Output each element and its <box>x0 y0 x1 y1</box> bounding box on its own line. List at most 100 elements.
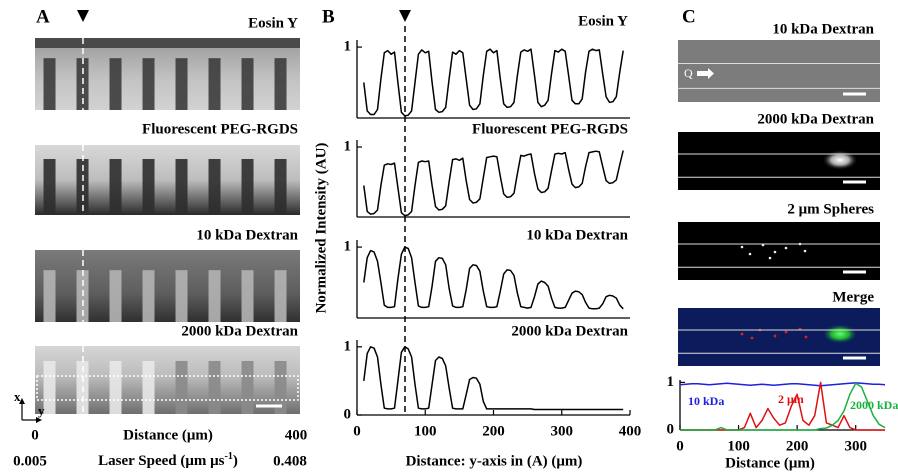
image-title: 10 kDa Dextran <box>196 227 298 243</box>
series-label: 2 μm <box>778 392 804 406</box>
image-title: 2000 kDa Dextran <box>181 323 298 339</box>
x-axis-label: Distance (μm) <box>725 455 815 471</box>
image-title: 2000 kDa Dextran <box>757 111 874 127</box>
speed-end: 0.408 <box>273 453 307 469</box>
image-title: Fluorescent PEG-RGDS <box>142 121 298 137</box>
panel-label: A <box>36 6 50 27</box>
sphere <box>773 334 777 338</box>
flow-label: Q <box>684 66 693 80</box>
channel <box>175 159 188 215</box>
x-axis-label: Distance: y-axis in (A) (μm) <box>406 453 583 469</box>
flow-arrow <box>697 68 714 79</box>
position-marker <box>77 10 89 22</box>
y-tick-label: 1 <box>344 338 352 354</box>
x-tick-label: 300 <box>844 438 867 454</box>
micrograph <box>35 250 300 322</box>
axis-letter: x <box>14 389 21 404</box>
panel-a-images <box>35 38 300 414</box>
sphere <box>784 330 788 334</box>
y-tick-label: 0 <box>344 406 352 422</box>
channel <box>142 360 155 414</box>
fluorescence <box>822 324 858 344</box>
position-marker <box>399 10 411 22</box>
sphere <box>740 332 744 336</box>
y-tick-label: 0 <box>667 421 675 437</box>
micrograph <box>35 38 300 110</box>
channel <box>43 270 56 322</box>
channel <box>208 58 221 110</box>
sphere <box>803 249 807 253</box>
fluorescence <box>822 150 858 170</box>
image-title: Eosin Y <box>248 15 298 31</box>
x-tick-label: 100 <box>727 438 750 454</box>
channel <box>43 159 56 215</box>
image-title: 10 kDa Dextran <box>772 21 874 37</box>
y-tick-label: 1 <box>667 374 675 390</box>
trace <box>363 346 624 411</box>
channel <box>43 58 56 110</box>
channel <box>109 159 122 215</box>
channel <box>208 360 221 414</box>
channel <box>241 58 254 110</box>
roi-box <box>36 375 299 401</box>
axis-letter: y <box>38 403 45 418</box>
distance-label: Distance (μm) <box>123 427 213 443</box>
micrograph-band <box>35 38 300 48</box>
speed-label-text: Laser Speed (μm μs <box>98 453 224 469</box>
chart-title: Eosin Y <box>578 13 628 29</box>
x-tick-label: 100 <box>414 423 437 439</box>
channel <box>109 58 122 110</box>
panel-label: B <box>322 6 335 27</box>
channel <box>208 159 221 215</box>
micrograph <box>678 40 880 102</box>
x-tick-label: 200 <box>786 438 809 454</box>
channel <box>274 270 287 322</box>
y-tick-label: 1 <box>344 39 352 55</box>
sphere <box>750 336 754 340</box>
speed-start: 0.005 <box>13 453 47 469</box>
speed-label-superscript: -1 <box>224 451 232 462</box>
channel <box>241 159 254 215</box>
channel <box>241 270 254 322</box>
y-tick-label: 1 <box>344 239 352 255</box>
series-label: 10 kDa <box>688 394 724 408</box>
y-tick-label: 1 <box>344 138 352 154</box>
x-tick-label: 0 <box>676 438 684 454</box>
image-title: Merge <box>832 289 874 305</box>
channel <box>76 270 89 322</box>
trace <box>363 246 624 310</box>
channel <box>76 58 89 110</box>
x-tick-label: 300 <box>551 423 574 439</box>
x-tick-label: 0 <box>353 423 361 439</box>
micrograph <box>678 222 880 280</box>
sphere <box>784 246 788 250</box>
trace <box>363 48 624 117</box>
sphere <box>748 252 752 256</box>
channel <box>274 58 287 110</box>
channel <box>43 360 56 414</box>
series-label: 2000 kDa <box>850 398 898 412</box>
sphere <box>773 250 777 254</box>
sphere <box>804 335 808 339</box>
trace <box>679 382 886 387</box>
speed-label-suffix: ) <box>233 453 238 469</box>
channel <box>274 159 287 215</box>
trace <box>363 150 624 217</box>
chart-title: Fluorescent PEG-RGDS <box>472 121 628 137</box>
channel <box>109 360 122 414</box>
speed-label: Laser Speed (μm μs-1) <box>98 451 238 469</box>
orientation-axes <box>19 398 42 423</box>
channel <box>241 360 254 414</box>
panel-c-images: Q <box>678 40 880 366</box>
panel-label: C <box>682 6 696 27</box>
channel <box>208 270 221 322</box>
micrograph <box>35 145 300 215</box>
channel <box>109 270 122 322</box>
distance-start: 0 <box>31 427 39 443</box>
micrograph <box>35 346 300 414</box>
x-tick-label: 200 <box>482 423 505 439</box>
image-title: 2 μm Spheres <box>787 201 874 217</box>
channel <box>142 159 155 215</box>
